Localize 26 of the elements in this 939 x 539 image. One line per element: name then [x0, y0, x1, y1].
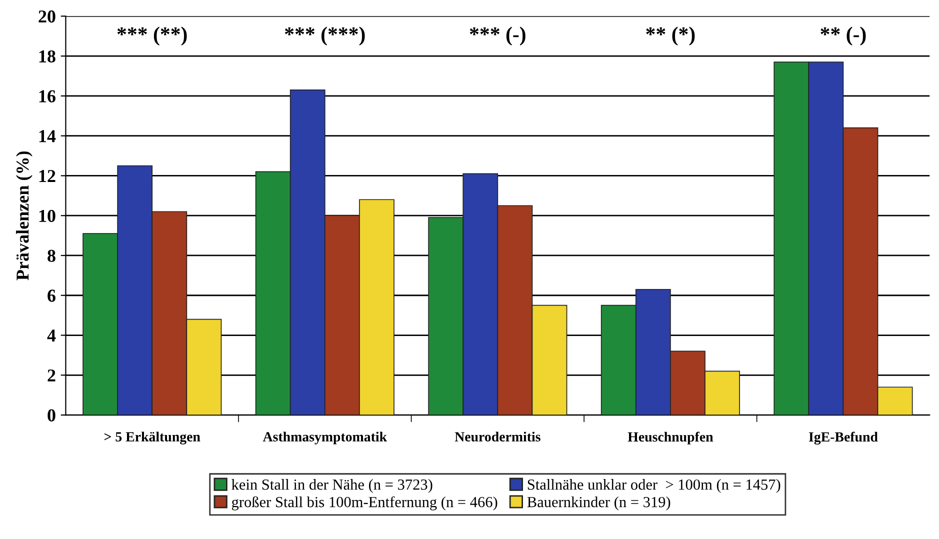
annotation: ** (*): [646, 26, 695, 46]
annotation: *** (**): [117, 26, 187, 46]
legend-label: großer Stall bis 100m-Entfernung (n = 466): [232, 496, 498, 510]
legend-label: Stallnähe unklar oder > 100m (n = 1457): [528, 479, 780, 493]
annotation: *** (-): [470, 26, 526, 46]
y-axis-title: Prävalenzen (%): [16, 151, 32, 280]
y-tick-label: 12: [39, 170, 56, 182]
y-tick-label: 2: [48, 369, 56, 382]
legend-label: Bauernkinder (n = 319): [527, 496, 670, 510]
y-tick-label: 8: [48, 250, 56, 262]
y-tick-label: 16: [39, 90, 56, 102]
y-tick-label: 0: [48, 409, 56, 422]
y-tick-label: 18: [39, 50, 56, 62]
annotation: ** (-): [820, 26, 866, 46]
y-tick-label: 14: [39, 130, 56, 142]
x-tick-label: IgE-Befund: [808, 432, 878, 445]
x-tick-label: Asthmasymptomatik: [262, 432, 387, 444]
x-tick-label: Heuschnupfen: [628, 432, 714, 444]
y-tick-label: 10: [39, 210, 56, 222]
x-tick-label: > 5 Erkältungen: [104, 432, 200, 444]
y-tick-label: 6: [48, 290, 56, 302]
x-tick-label: Neurodermitis: [454, 432, 540, 442]
legend-label: kein Stall in der Nähe (n = 3723): [232, 479, 432, 493]
y-tick-label: 4: [47, 330, 56, 342]
annotation: *** (***): [284, 26, 365, 46]
y-tick-label: 20: [38, 10, 56, 23]
